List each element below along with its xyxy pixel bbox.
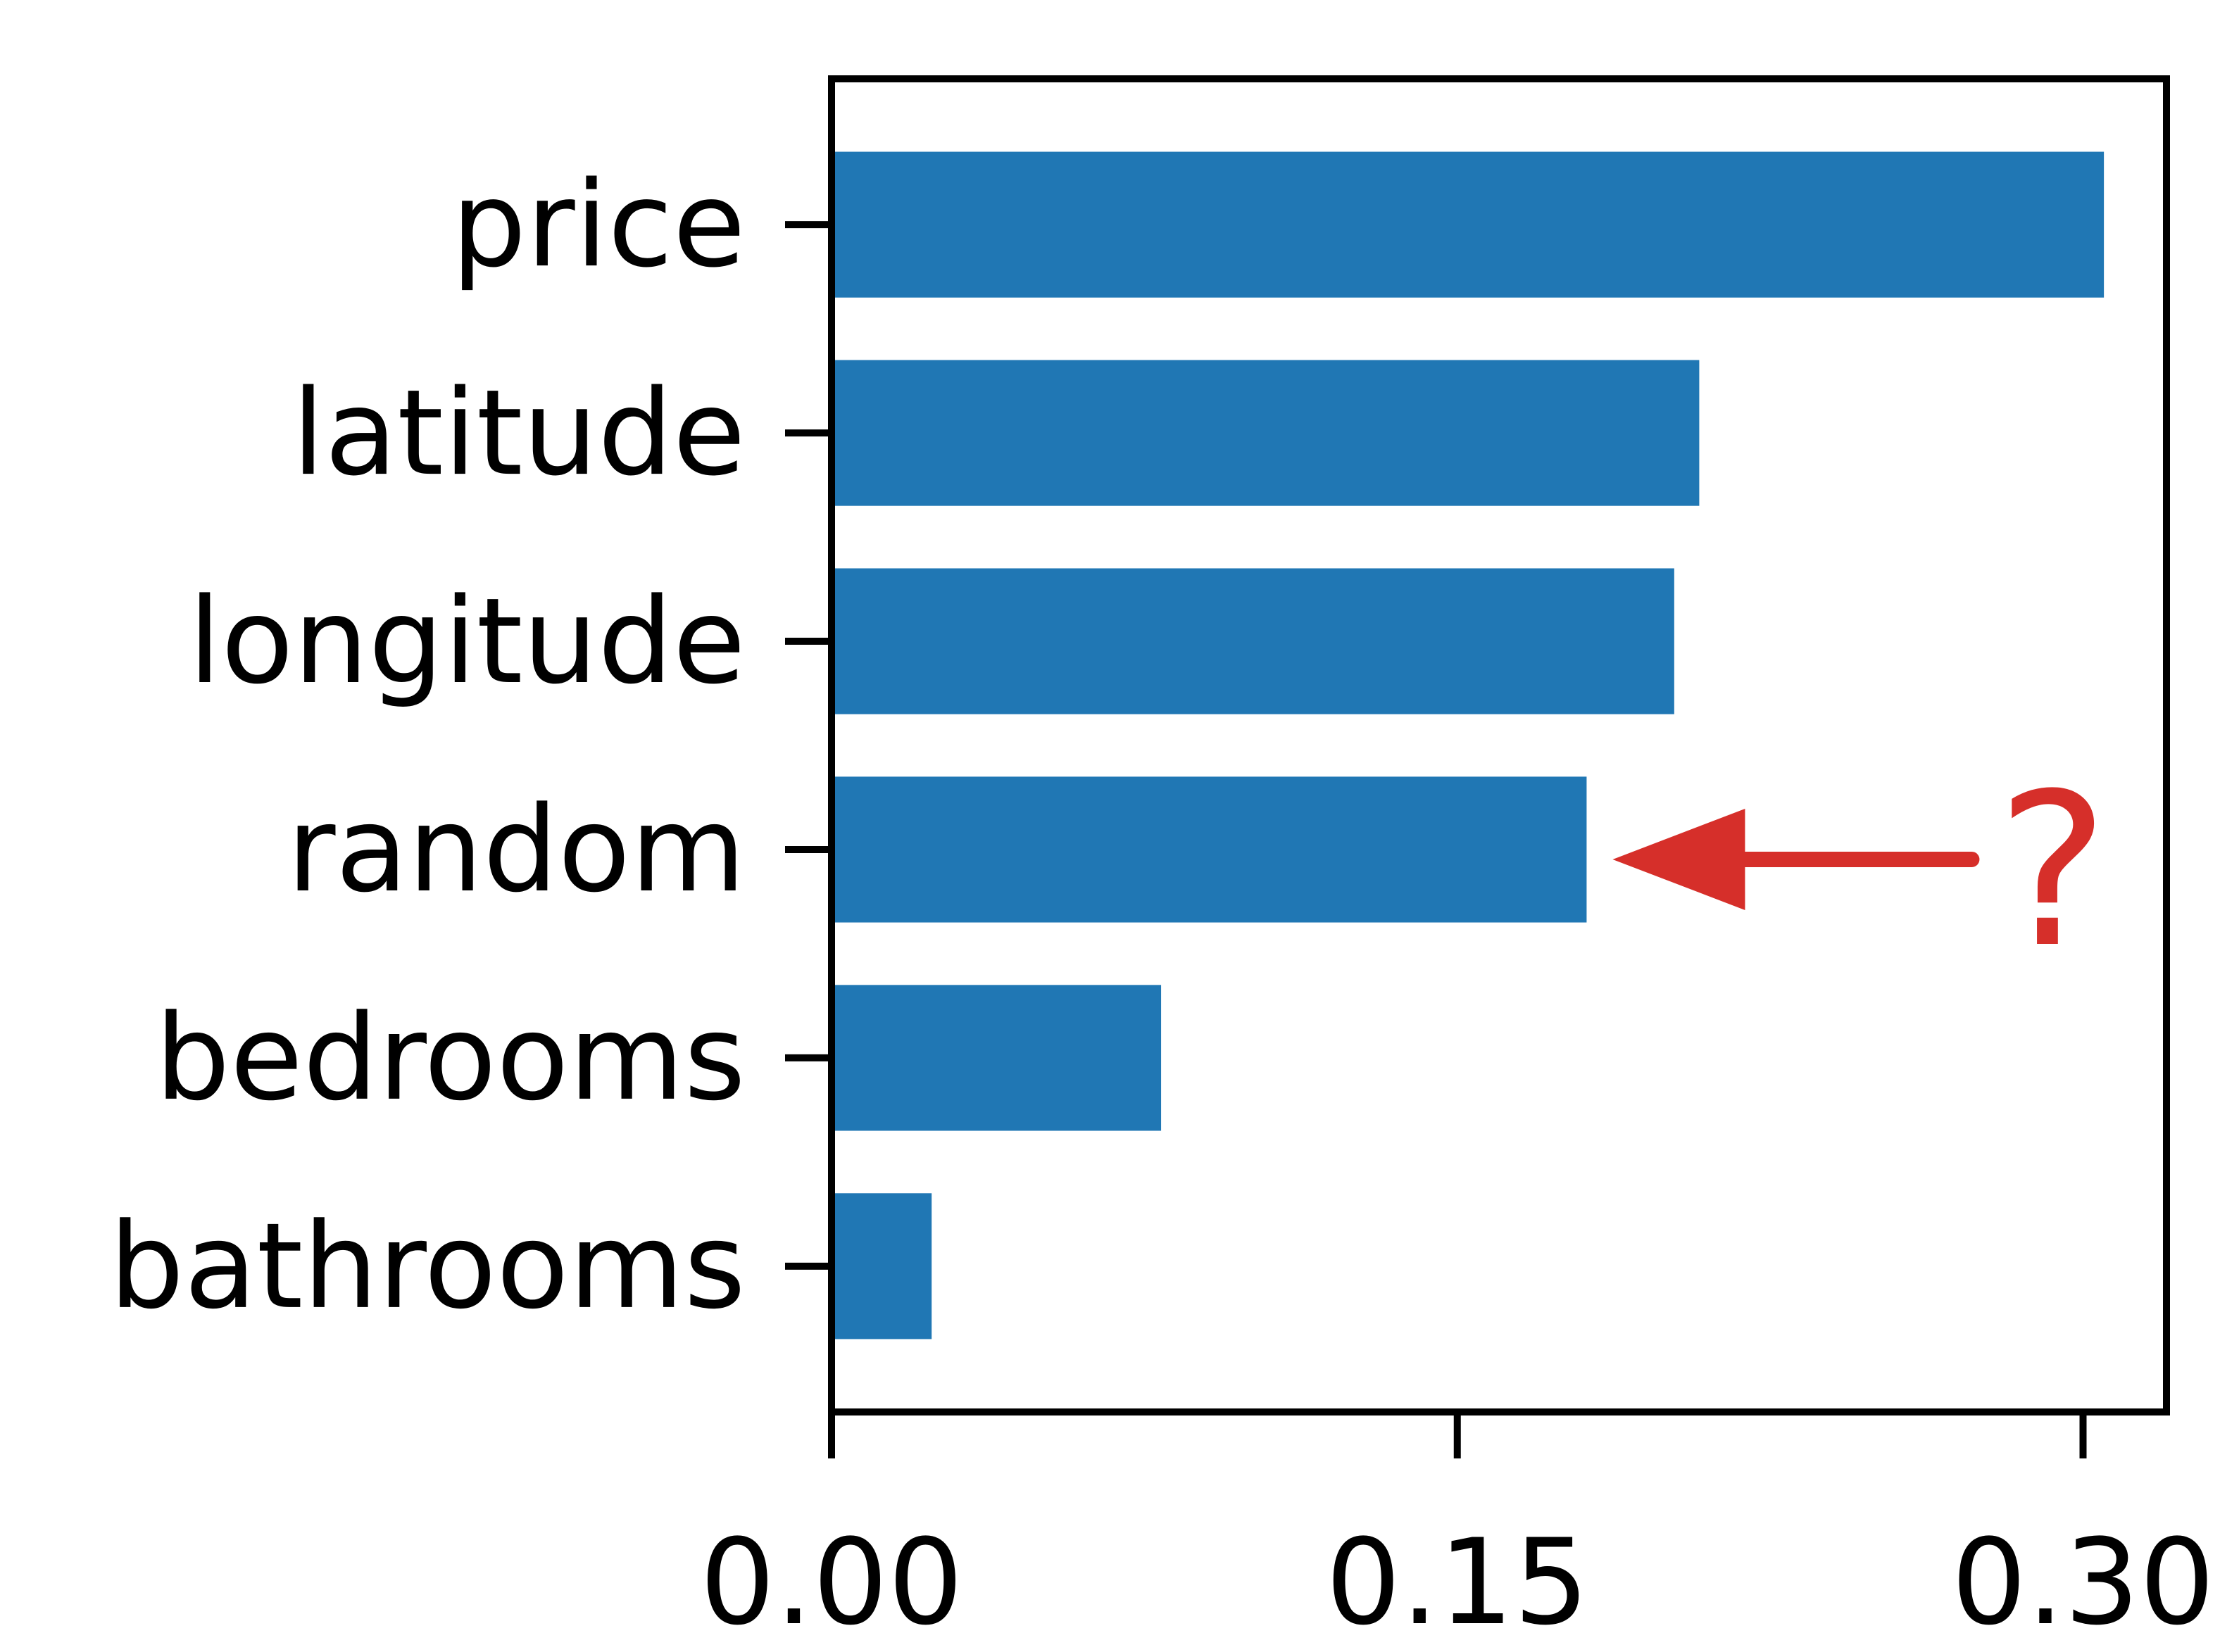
y-tick-label-latitude: latitude — [291, 364, 746, 502]
plot-frame — [828, 75, 2170, 1415]
y-tick-label-bedrooms: bedrooms — [155, 989, 746, 1127]
y-tick-label-bathrooms: bathrooms — [109, 1197, 746, 1335]
x-tick-label-0.00: 0.00 — [700, 1513, 963, 1651]
y-tick-label-longitude: longitude — [188, 572, 746, 710]
bar-bedrooms — [832, 985, 1162, 1131]
y-tick-label-price: price — [451, 156, 746, 294]
bars-group — [832, 151, 2105, 1339]
annotation-question-mark: ? — [1997, 748, 2109, 994]
y-axis-ticks: price latitude longitude random bedrooms bath… — [109, 156, 832, 1335]
bar-price — [832, 151, 2105, 298]
annotation-group: ? — [1612, 748, 2109, 994]
bar-latitude — [832, 360, 1700, 506]
annotation-arrow-head — [1612, 808, 1745, 910]
x-tick-label-0.15: 0.15 — [1326, 1513, 1589, 1651]
bar-random — [832, 776, 1587, 923]
bar-longitude — [832, 568, 1674, 714]
x-axis-ticks: 0.00 0.15 0.30 — [700, 1412, 2215, 1651]
y-tick-label-random: random — [287, 781, 746, 919]
bar-bathrooms — [832, 1193, 932, 1339]
x-tick-label-0.30: 0.30 — [1951, 1513, 2214, 1651]
